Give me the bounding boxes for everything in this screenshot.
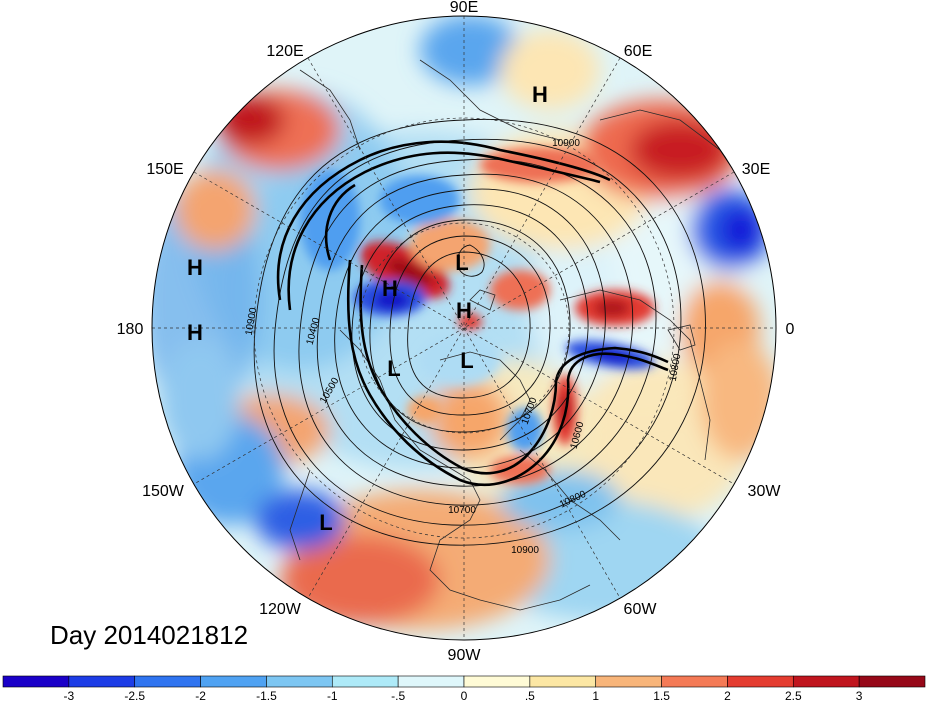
lon-label-150e: 150E [146,161,183,178]
colorbar-tick-label: -2 [195,689,206,702]
colorbar-swatch [331,675,399,688]
colorbar-tick-label: 1.5 [653,689,670,702]
contour-label: 10900 [552,138,580,149]
colorbar-swatch [463,675,531,688]
colorbar-swatch [661,675,728,688]
low-marker: L [319,510,332,535]
contour-label: 10700 [448,505,476,516]
high-marker: H [187,320,203,345]
jet-contours [276,140,669,487]
low-marker: L [387,356,400,381]
low-marker: L [460,348,473,373]
colorbar-tick-label: 2.5 [785,689,802,702]
colorbar-swatch [134,675,201,688]
colorbar-tick-label: 2 [724,689,731,702]
lon-label-90e: 90E [450,0,478,16]
contour-label: 10900 [244,306,260,336]
lon-label-30e: 30E [742,161,770,178]
lon-label-60w: 60W [624,601,658,618]
colorbar-swatch [397,675,465,688]
contour-label: 10900 [511,545,539,556]
colorbar-tick-label: .5 [525,689,535,702]
colorbar-tick-label: -2.5 [124,689,145,702]
graticule [152,16,776,640]
colorbar-swatch [858,675,926,688]
lon-label-60e: 60E [624,43,652,60]
lon-label-120w: 120W [259,601,302,618]
colorbar-swatch [595,675,662,688]
height-contours [253,118,706,546]
colorbar-tick-label: -.5 [391,689,405,702]
colorbar-tick-label: -1.5 [256,689,277,702]
lon-label-150w: 150W [142,483,185,500]
high-marker: H [456,298,472,323]
lon-label-90w: 90W [448,647,482,664]
colorbar-tick-label: 3 [856,689,863,702]
colorbar-swatch [2,675,70,688]
colorbar-tick-label: -3 [64,689,75,702]
colorbar-tick-label: -1 [327,689,338,702]
lon-label-180: 180 [117,321,144,338]
map-boundary [151,15,777,641]
colorbar-swatch [792,675,860,688]
day-label: Day 2014021812 [50,620,249,650]
colorbar-swatch [200,675,267,688]
colorbar-swatch [529,675,597,688]
colorbar: -3 -2.5 -2 -1.5 -1 -.5 0 .5 1 1.5 2 2.5 3 [2,675,926,702]
colorbar-tick-label: 1 [592,689,599,702]
high-marker: H [187,255,203,280]
pressure-markers: H H H H H L L L L [187,82,548,535]
colorbar-swatch [266,675,333,688]
colorbar-swatch [727,675,794,688]
high-marker: H [382,276,398,301]
longitude-labels: 90E 60E 30E 0 30W 60W 90W 120W 150W 180 … [117,0,795,664]
lon-label-0: 0 [786,321,795,338]
contour-label: 10800 [668,352,684,382]
lon-label-120e: 120E [266,43,303,60]
lon-label-30w: 30W [748,483,782,500]
colorbar-swatch [68,675,136,688]
low-marker: L [455,250,468,275]
high-marker: H [532,82,548,107]
colorbar-tick-label: 0 [461,689,468,702]
